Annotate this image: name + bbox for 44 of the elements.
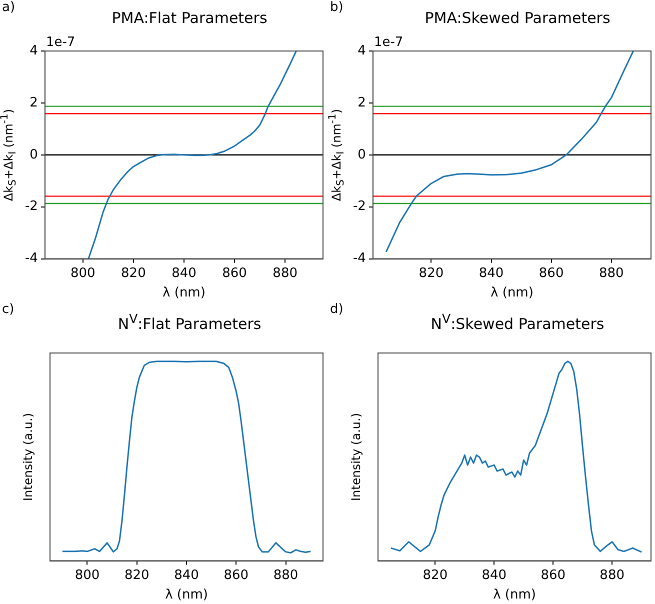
x-tick-label: 860 <box>222 266 247 281</box>
y-tick-label: 4 <box>358 43 366 58</box>
x-tick-label: 880 <box>598 266 624 281</box>
y-tick-label: 0 <box>30 147 38 162</box>
y-tick-label: 0 <box>358 147 366 162</box>
text: a) <box>2 0 16 15</box>
text: c) <box>2 302 14 317</box>
text: d) <box>330 302 344 317</box>
y-axis-title: Intensity (a.u.) <box>349 412 363 501</box>
text: b) <box>330 0 344 15</box>
x-axis-title: λ (nm) <box>162 286 206 301</box>
y-tick-label: 4 <box>30 43 38 58</box>
x-tick-label: 860 <box>538 266 564 281</box>
x-tick-label: 880 <box>273 568 298 583</box>
x-tick-label: 820 <box>121 266 146 281</box>
x-tick-label: 820 <box>422 568 448 583</box>
y-axis-title: Intensity (a.u.) <box>21 412 35 501</box>
y-tick-label: -2 <box>352 199 366 214</box>
x-tick-label: 840 <box>478 266 504 281</box>
x-axis-title: λ (nm) <box>490 286 534 301</box>
x-tick-label: 840 <box>482 568 507 583</box>
y-tick-label: 2 <box>30 95 38 110</box>
x-tick-label: 840 <box>172 266 196 281</box>
y-tick-label: -4 <box>24 251 38 266</box>
x-tick-label: 800 <box>70 266 96 281</box>
x-axis-title: λ (nm) <box>493 588 536 603</box>
x-tick-label: 880 <box>600 568 624 583</box>
text: 1e-7 <box>46 34 76 50</box>
x-tick-label: 860 <box>224 568 249 583</box>
y-tick-label: 2 <box>358 95 366 110</box>
x-tick-label: 820 <box>418 266 444 281</box>
x-tick-label: 880 <box>272 266 298 281</box>
chart-title: PMA:Flat Parameters <box>110 9 268 27</box>
text: 1e-7 <box>374 34 404 50</box>
x-axis-title: λ (nm) <box>165 588 208 603</box>
chart-title: N$^{V}$:Flat Parameters <box>116 311 262 333</box>
x-tick-label: 820 <box>124 568 150 583</box>
chart-title: PMA:Skewed Parameters <box>424 9 612 27</box>
x-tick-label: 840 <box>174 568 199 583</box>
x-tick-label: 800 <box>74 568 100 583</box>
chart-title: N$^{V}$:Skewed Parameters <box>430 311 606 333</box>
x-tick-label: 860 <box>540 568 566 583</box>
y-tick-label: -4 <box>352 251 366 266</box>
y-tick-label: -2 <box>24 199 38 214</box>
